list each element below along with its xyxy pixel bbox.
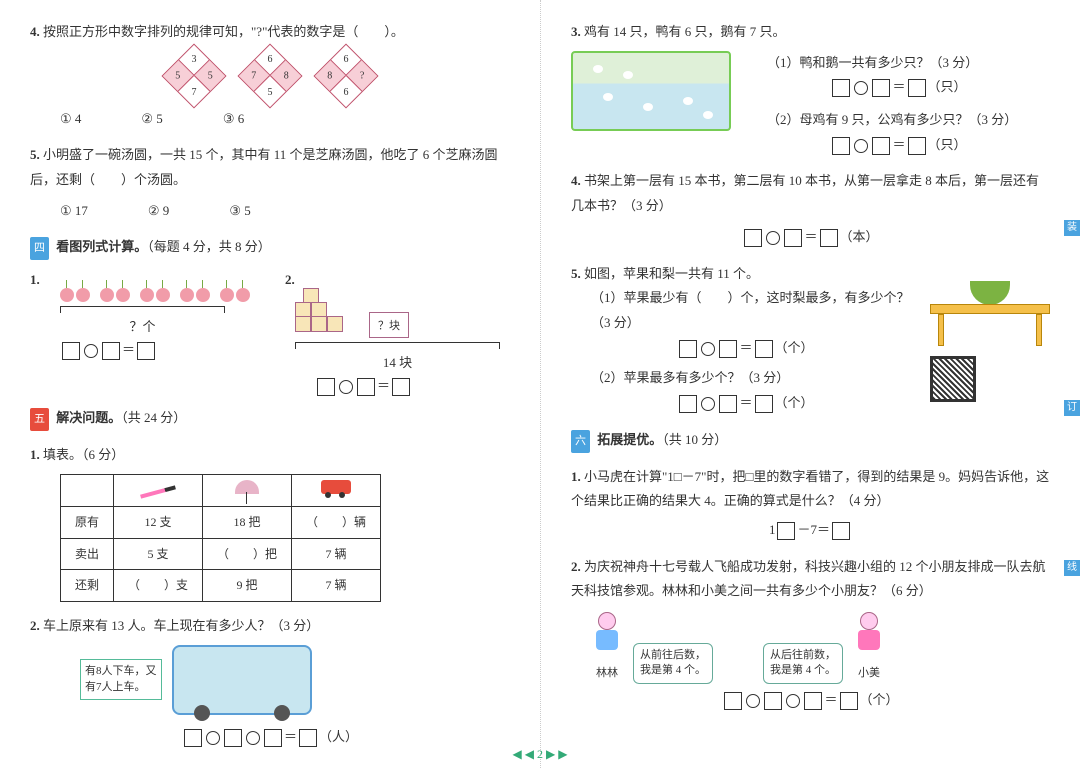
girl-icon <box>853 612 885 654</box>
side-tab: 装 <box>1064 220 1080 236</box>
bus-speech: 有8人下车，又有7人上车。 <box>80 659 162 700</box>
right-column: 3. 鸡有 14 只，鸭有 6 只，鹅有 7 只。 （1）鸭和鹅一共有多少只？（… <box>540 0 1080 768</box>
q5-options: ① 17② 9③ 5 <box>60 199 510 224</box>
qr-code-icon <box>930 356 976 402</box>
car-icon <box>321 480 351 494</box>
section-5-header: 五 解决问题。（共 24 分） <box>30 406 510 431</box>
q5-text: 小明盛了一碗汤圆，一共 15 个，其中有 11 个是芝麻汤圆，他吃了 6 个芝麻… <box>30 147 498 187</box>
diamond-3: 6? 86 <box>313 43 378 108</box>
table-problem: 1. 填表。（6 分） 原有12 支18 把（ ）辆 卖出5 支（ ）把7 辆 … <box>30 443 510 602</box>
r-question-5: 5. 如图，苹果和梨一共有 11 个。 （1）苹果最少有（ ）个，这时梨最多，有… <box>571 262 1050 416</box>
answer-boxes[interactable]: ＝（只） <box>747 133 1050 158</box>
answer-boxes[interactable]: ＝（个） <box>571 336 920 361</box>
diamond-row: 35 57 68 75 6? 86 <box>30 53 510 99</box>
section-4-label: 四 <box>30 237 49 260</box>
diamond-1: 35 57 <box>161 43 226 108</box>
answer-boxes[interactable]: 1－7＝ <box>571 518 1050 543</box>
section-6-label: 六 <box>571 430 590 453</box>
boy-icon <box>591 612 623 654</box>
diamond-2: 68 75 <box>237 43 302 108</box>
bus-problem: 2. 车上原来有 13 人。车上现在有多少人？（3 分） 有8人下车，又有7人上… <box>30 614 510 749</box>
boy-speech: 从前往后数，我是第 4 个。 <box>633 643 713 684</box>
fill-table[interactable]: 原有12 支18 把（ ）辆 卖出5 支（ ）把7 辆 还剩（ ）支9 把7 辆 <box>60 474 381 602</box>
question-5: 5. 小明盛了一碗汤圆，一共 15 个，其中有 11 个是芝麻汤圆，他吃了 6 … <box>30 143 510 223</box>
left-column: 4. 按照正方形中数字排列的规律可知，"?"代表的数字是（ ）。 35 57 6… <box>0 0 540 768</box>
picture-problems: 1. ？个 ＝ 2. <box>30 272 510 396</box>
side-tab: 线 <box>1064 560 1080 576</box>
ext-2: 2. 为庆祝神舟十七号载人飞船成功发射，科技兴趣小组的 12 个小朋友排成一队去… <box>571 555 1050 713</box>
girl-speech: 从后往前数，我是第 4 个。 <box>763 643 843 684</box>
bus-icon <box>172 645 312 715</box>
section-4-header: 四 看图列式计算。（每题 4 分，共 8 分） <box>30 235 510 260</box>
q4-options: ① 4② 5③ 6 <box>60 107 510 132</box>
page-number: ◀ ◀ 2 ▶ ▶ <box>0 747 1080 762</box>
r-question-4: 4. 书架上第一层有 15 本书，第二层有 10 本书，从第一层拿走 8 本后，… <box>571 169 1050 249</box>
section-5-label: 五 <box>30 408 49 431</box>
answer-boxes[interactable]: ＝（本） <box>571 225 1050 250</box>
umbrella-icon <box>235 480 259 494</box>
cherries-icon <box>60 288 255 302</box>
q4-text: 按照正方形中数字排列的规律可知，"?"代表的数字是（ ）。 <box>43 24 404 39</box>
pond-icon <box>571 51 731 131</box>
cubes-icon <box>295 288 355 338</box>
answer-boxes[interactable]: ＝（人） <box>30 725 510 750</box>
answer-boxes[interactable]: ＝（个） <box>571 391 920 416</box>
ext-1: 1. 小马虎在计算"1□－7"时，把□里的数字看错了，得到的结果是 9。妈妈告诉… <box>571 465 1050 543</box>
answer-boxes[interactable]: ＝ <box>60 339 255 360</box>
r-question-3: 3. 鸡有 14 只，鸭有 6 只，鹅有 7 只。 （1）鸭和鹅一共有多少只？（… <box>571 20 1050 157</box>
pencil-icon <box>140 485 176 498</box>
answer-boxes[interactable]: ＝（个） <box>571 688 1050 713</box>
fruit-table-icon <box>930 286 1050 356</box>
answer-boxes[interactable]: ＝（只） <box>747 75 1050 100</box>
side-tab: 订 <box>1064 400 1080 416</box>
question-4: 4. 按照正方形中数字排列的规律可知，"?"代表的数字是（ ）。 35 57 6… <box>30 20 510 131</box>
answer-boxes[interactable]: ＝ <box>315 375 510 396</box>
section-6-header: 六 拓展提优。（共 10 分） <box>571 428 1050 453</box>
